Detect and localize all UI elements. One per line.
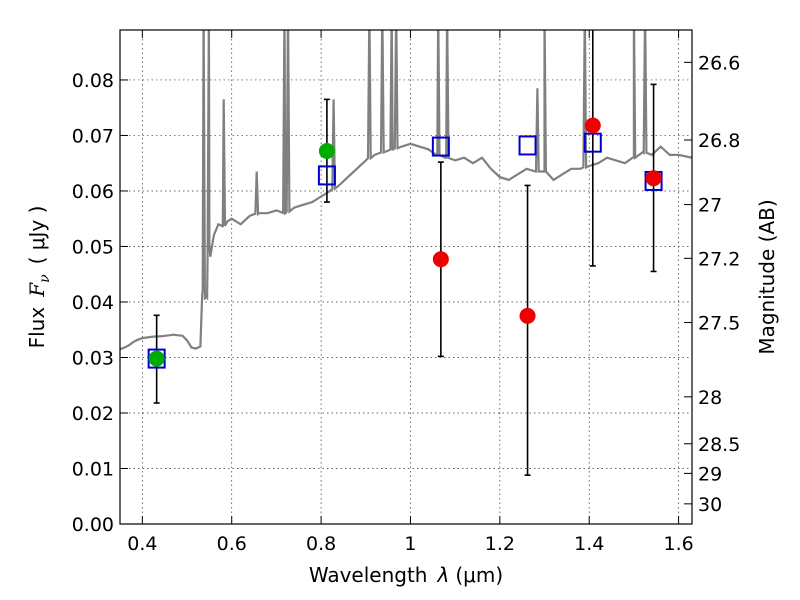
y-tick-label: 0.04 bbox=[72, 292, 114, 314]
magnitude-axis-title: Magnitude (AB) bbox=[755, 199, 779, 354]
y-tick-label: 0.06 bbox=[72, 181, 114, 203]
model-photometry-layer bbox=[147, 132, 663, 369]
magnitude-tick-label: 29 bbox=[698, 463, 722, 485]
y-tick-label: 0.03 bbox=[72, 347, 114, 369]
y-axis-title-symbol: F bbox=[25, 282, 49, 298]
x-tick-label: 1.6 bbox=[663, 533, 693, 555]
y-axis-title: Flux Fν ( μJy ) bbox=[25, 206, 53, 349]
x-axis-title-prefix: Wavelength bbox=[309, 563, 428, 587]
y-tick-label: 0.02 bbox=[72, 403, 114, 425]
x-axis-title: Wavelength λ (μm) bbox=[309, 563, 503, 587]
observed-points-layer bbox=[148, 117, 662, 367]
magnitude-tick-label: 30 bbox=[698, 494, 722, 516]
model-spectrum-line bbox=[120, 30, 692, 351]
x-tick-label: 0.4 bbox=[127, 533, 157, 555]
magnitude-tick-label: 26.8 bbox=[698, 130, 740, 152]
x-tick-label: 1.2 bbox=[485, 533, 515, 555]
x-tick-label: 1.4 bbox=[574, 533, 604, 555]
y-axis-title-prefix: Flux bbox=[25, 307, 49, 349]
x-axis-title-symbol: λ bbox=[437, 563, 450, 587]
observed-point-green bbox=[318, 143, 335, 160]
observed-point-red bbox=[645, 170, 662, 187]
observed-point-red bbox=[432, 251, 449, 268]
y-tick-label: 0.07 bbox=[72, 125, 114, 147]
magnitude-tick-label: 27 bbox=[698, 195, 722, 217]
magnitude-tick-label: 28.5 bbox=[698, 434, 740, 456]
y-tick-label: 0.08 bbox=[72, 70, 114, 92]
magnitude-tick-label: 27.2 bbox=[698, 248, 740, 270]
model-photometry-square bbox=[583, 132, 602, 153]
errorbar-layer bbox=[153, 30, 657, 476]
observed-point-red bbox=[519, 307, 536, 324]
plot-frame bbox=[119, 29, 693, 525]
y-tick-label: 0.01 bbox=[72, 458, 114, 480]
observed-point-green bbox=[148, 350, 165, 367]
ticks: 0.4 0.6 0.8 1 1.2 1.4 1.6 0.00 0.01 0.02 0.03 0.04 0… bbox=[72, 30, 740, 555]
x-tick-label: 1 bbox=[404, 533, 416, 555]
observed-point-red bbox=[584, 117, 601, 134]
x-tick-label: 0.6 bbox=[217, 533, 247, 555]
magnitude-tick-label: 26.6 bbox=[698, 52, 740, 74]
magnitude-tick-label: 28 bbox=[698, 387, 722, 409]
x-axis-title-unit: (μm) bbox=[455, 563, 503, 587]
x-tick-label: 0.8 bbox=[306, 533, 336, 555]
model-photometry-square bbox=[518, 135, 537, 156]
y-axis-title-unit: ( μJy ) bbox=[25, 206, 49, 265]
y-tick-label: 0.00 bbox=[72, 514, 114, 536]
magnitude-tick-label: 27.5 bbox=[698, 312, 740, 334]
y-tick-label: 0.05 bbox=[72, 236, 114, 258]
grid bbox=[120, 30, 692, 524]
model-spectrum-layer bbox=[120, 30, 692, 351]
model-photometry-square bbox=[431, 136, 450, 157]
model-photometry-square bbox=[317, 165, 336, 186]
y-axis-title-subscript: ν bbox=[37, 274, 53, 283]
